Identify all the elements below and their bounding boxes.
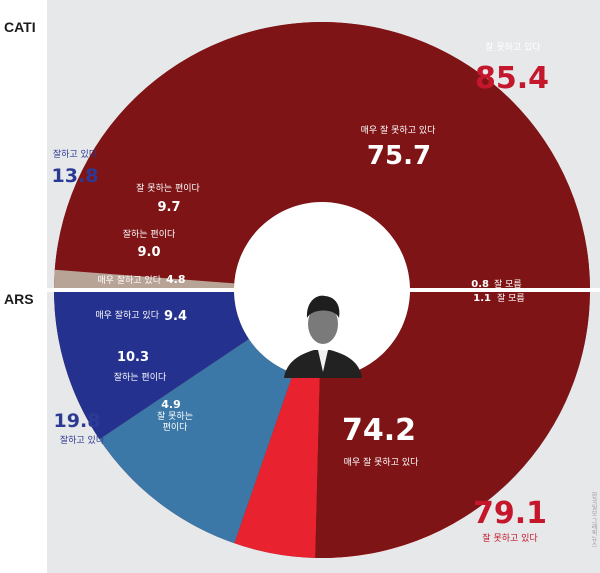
label-ars-somewhat-bad-line2: 편이다 bbox=[163, 421, 189, 433]
ars-segment-very-bad bbox=[54, 21, 590, 558]
value-ars-somewhat-bad: 4.9 bbox=[161, 398, 181, 411]
value-cati-very-bad: 75.7 bbox=[367, 141, 431, 171]
label-cati-very-bad: 매우 잘 못하고 있다 bbox=[361, 124, 437, 136]
value-cati-total-positive: 13.8 bbox=[52, 165, 99, 187]
ars-label: ARS bbox=[4, 291, 34, 307]
label-cati-dont-know: 잘 모름 bbox=[494, 278, 522, 290]
label-ars-somewhat-good: 잘하는 편이다 bbox=[114, 371, 167, 383]
label-cati-somewhat-good: 잘하는 편이다 bbox=[123, 228, 176, 240]
ars-segment-somewhat-good bbox=[99, 339, 294, 544]
value-ars-somewhat-good: 10.3 bbox=[117, 350, 149, 365]
value-cati-dont-know: 0.8 bbox=[471, 279, 489, 290]
graphic-credit: 한국일보 그래픽뉴스 bbox=[590, 492, 597, 548]
value-ars-very-good: 9.4 bbox=[164, 309, 187, 324]
value-ars-total-negative: 79.1 bbox=[473, 496, 547, 531]
value-cati-total-negative: 85.4 bbox=[475, 61, 549, 96]
label-cati-total-positive: 잘하고 있다 bbox=[53, 148, 98, 160]
label-cati-total-negative: 잘 못하고 있다 bbox=[485, 41, 541, 53]
value-cati-somewhat-good: 9.0 bbox=[137, 245, 160, 260]
portrait-shirt bbox=[318, 350, 328, 372]
cati-label: CATI bbox=[4, 19, 36, 35]
value-ars-dont-know: 1.1 bbox=[473, 293, 491, 304]
value-ars-total-positive: 19.8 bbox=[54, 410, 101, 432]
value-cati-somewhat-bad: 9.7 bbox=[157, 200, 180, 215]
ars-segment-very-good bbox=[54, 290, 249, 440]
center-hole bbox=[234, 202, 410, 378]
label-ars-total-positive: 잘하고 있다 bbox=[60, 434, 105, 446]
label-cati-very-good: 매우 잘하고 있다 bbox=[97, 274, 161, 286]
portrait-hair bbox=[306, 295, 340, 318]
portrait-face bbox=[308, 304, 338, 344]
label-ars-dont-know: 잘 모름 bbox=[497, 292, 525, 304]
ars-segment-dont-know bbox=[54, 269, 235, 290]
ars-segment-somewhat-bad bbox=[234, 373, 320, 558]
label-ars-somewhat-bad-line1: 잘 못하는 bbox=[157, 410, 193, 422]
value-cati-very-good: 4.8 bbox=[166, 273, 186, 286]
label-ars-very-good: 매우 잘하고 있다 bbox=[95, 309, 159, 321]
value-ars-very-bad: 74.2 bbox=[342, 413, 416, 448]
label-ars-total-negative: 잘 못하고 있다 bbox=[482, 532, 538, 544]
label-cati-somewhat-bad: 잘 못하는 편이다 bbox=[136, 182, 200, 194]
label-ars-very-bad: 매우 잘 못하고 있다 bbox=[344, 456, 420, 468]
